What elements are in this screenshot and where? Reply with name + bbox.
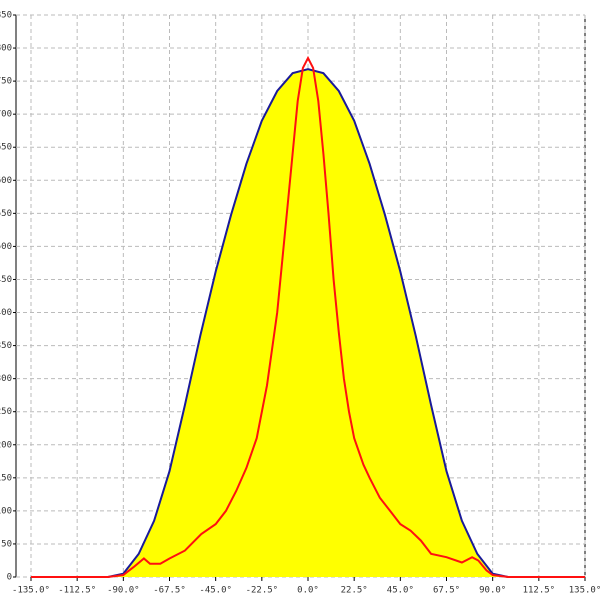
y-tick-label: 0 [7,573,12,583]
line [31,55,585,578]
y-tick-label: 300 [0,374,12,384]
x-tick-label: 22.5° [341,586,368,596]
y-tick-label: 750 [0,77,12,87]
y-tick-label: 550 [0,209,12,219]
y-tick-label: 600 [0,176,12,186]
y-tick-label: 350 [0,341,12,351]
y-tick-label: 850 [0,11,12,21]
x-tick-label: 0.0° [297,586,319,596]
y-tick-label: 100 [0,506,12,516]
x-tick-label: -112.5° [58,586,96,596]
x-tick-label: 67.5° [433,586,460,596]
y-tick-label: 700 [0,110,12,120]
x-tick-label: 90.0° [479,586,506,596]
y-tick-label: 200 [0,440,12,450]
x-tick-label: -22.5° [246,586,279,596]
x-tick-label: 135.0° [569,586,600,596]
x-tick-label: 45.0° [387,586,414,596]
line [107,68,509,578]
x-tick-label: -135.0° [12,586,50,596]
x-tick-label: -45.0° [199,586,232,596]
y-tick-label: 150 [0,473,12,483]
y-tick-label: 800 [0,44,12,54]
x-tick-label: -67.5° [153,586,186,596]
y-tick-label: 650 [0,143,12,153]
y-tick-label: 450 [0,275,12,285]
area [107,69,509,577]
y-tick-label: 50 [1,539,12,549]
x-tick-label: -90.0° [107,586,140,596]
y-tick-label: 400 [0,308,12,318]
x-tick-label: 112.5° [523,586,556,596]
y-tick-label: 500 [0,242,12,252]
y-tick-label: 250 [0,407,12,417]
